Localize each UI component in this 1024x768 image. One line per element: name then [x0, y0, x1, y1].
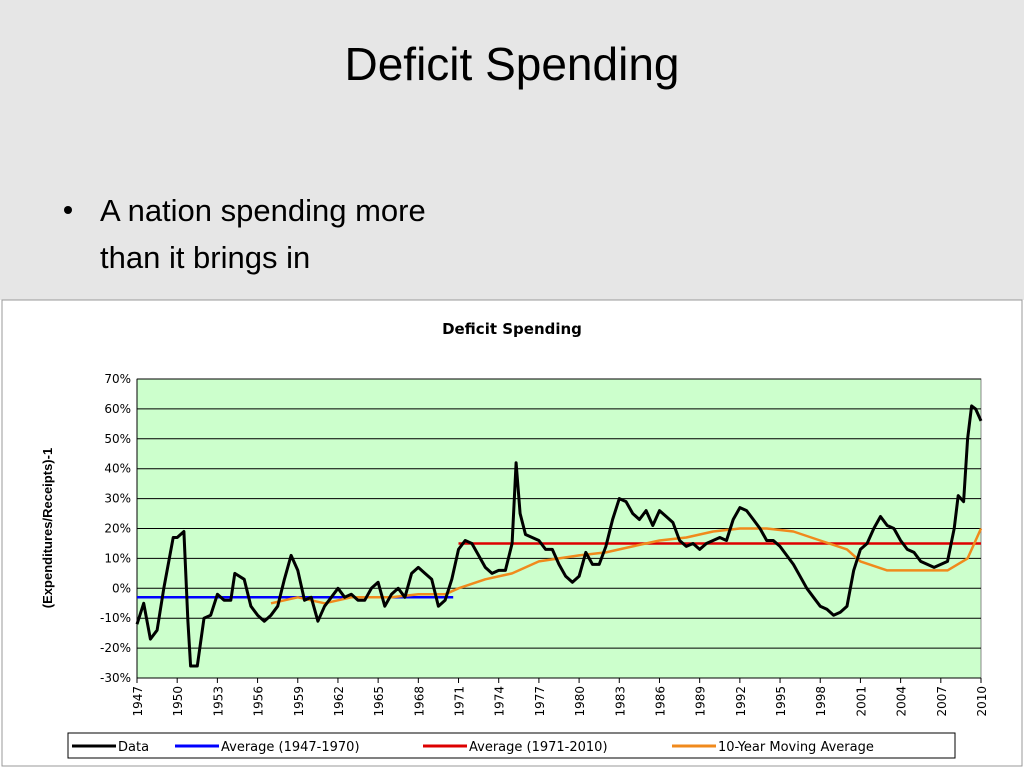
- y-tick-label: 20%: [104, 522, 131, 536]
- x-tick-label: 1992: [734, 686, 748, 717]
- slide-title: Deficit Spending: [345, 38, 680, 90]
- x-tick-label: 1977: [533, 686, 547, 717]
- x-tick-label: 1959: [292, 686, 306, 717]
- x-tick-label: 1968: [412, 686, 426, 717]
- x-tick-label: 1995: [774, 686, 788, 717]
- legend-label: Average (1971-2010): [469, 740, 608, 755]
- slide-header-background: [0, 0, 1024, 300]
- x-tick-label: 2001: [854, 686, 868, 717]
- x-tick-label: 2010: [975, 686, 989, 717]
- y-tick-label: 40%: [104, 462, 131, 476]
- y-tick-label: 30%: [104, 492, 131, 506]
- bullet-dot: [64, 206, 72, 214]
- y-tick-label: -10%: [100, 611, 131, 625]
- legend-label: 10-Year Moving Average: [718, 740, 874, 755]
- x-tick-label: 1953: [211, 686, 225, 717]
- x-tick-label: 1974: [493, 686, 507, 717]
- x-tick-label: 2004: [895, 686, 909, 717]
- x-tick-label: 1989: [694, 686, 708, 717]
- legend-label: Data: [118, 740, 149, 755]
- y-tick-label: 10%: [104, 551, 131, 565]
- chart-title: Deficit Spending: [442, 320, 582, 338]
- bullet-line: A nation spending more: [100, 193, 426, 228]
- x-tick-label: 1998: [814, 686, 828, 717]
- y-tick-label: 50%: [104, 432, 131, 446]
- y-tick-label: 60%: [104, 402, 131, 416]
- x-tick-label: 1983: [613, 686, 627, 717]
- legend-label: Average (1947-1970): [221, 740, 360, 755]
- x-tick-label: 1947: [131, 686, 145, 717]
- y-tick-label: -20%: [100, 641, 131, 655]
- x-tick-label: 1962: [332, 686, 346, 717]
- bullet-line: than it brings in: [100, 240, 310, 275]
- series-line: [135, 404, 983, 668]
- x-tick-label: 1965: [372, 686, 386, 717]
- x-tick-label: 1971: [453, 686, 467, 717]
- x-tick-label: 1950: [171, 686, 185, 717]
- x-tick-label: 2007: [935, 686, 949, 717]
- x-tick-label: 1956: [252, 686, 266, 717]
- y-tick-label: 70%: [104, 372, 131, 386]
- y-tick-label: 0%: [112, 581, 131, 595]
- y-tick-label: -30%: [100, 671, 131, 685]
- x-tick-label: 1986: [653, 686, 667, 717]
- y-axis-label: (Expenditures/Receipts)-1: [40, 448, 55, 608]
- x-tick-label: 1980: [573, 686, 587, 717]
